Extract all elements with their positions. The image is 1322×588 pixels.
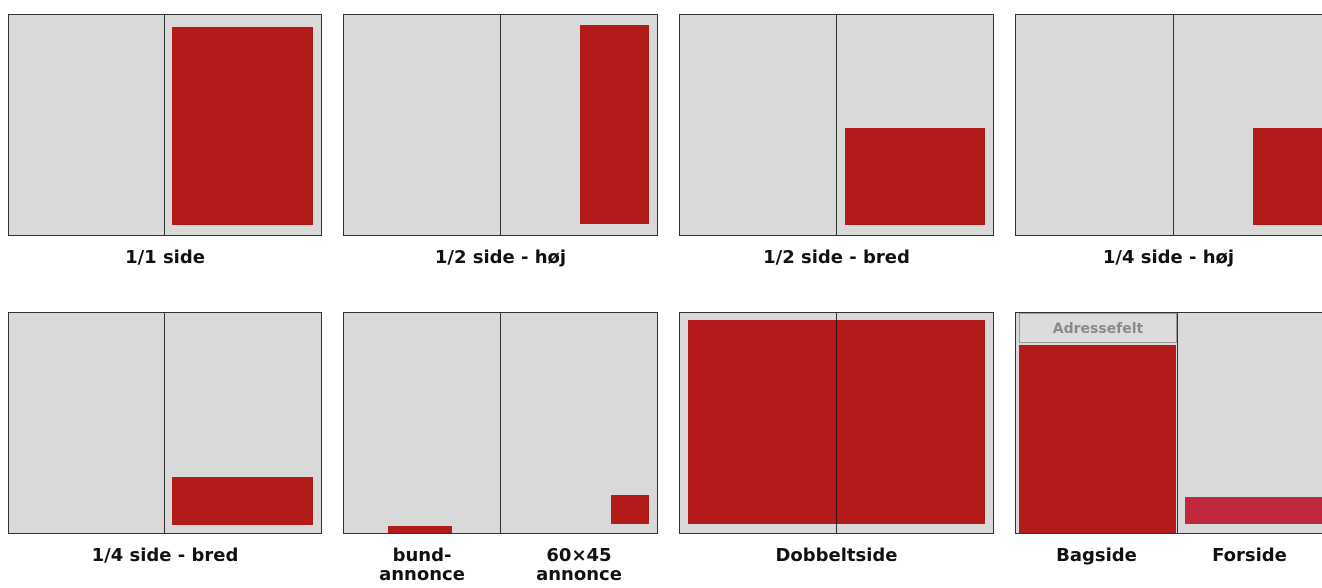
page-left — [1015, 14, 1174, 236]
ad-front-strip — [1185, 497, 1322, 524]
label-back-page: Bagside — [1056, 545, 1137, 566]
label-front-page: Forside — [1212, 545, 1287, 566]
page-left — [343, 312, 501, 534]
label-quarter-wide: 1/4 side - bred — [91, 545, 239, 566]
address-field: Adressefelt — [1019, 313, 1177, 343]
ad-half-wide — [845, 128, 985, 225]
label-half-tall: 1/2 side - høj — [434, 247, 567, 268]
page-left — [343, 14, 501, 236]
ad-back-page — [1019, 345, 1176, 533]
spine-line — [836, 320, 837, 524]
ad-quarter-tall — [1253, 128, 1322, 225]
ad-quarter-wide — [172, 477, 313, 525]
label-size-ad: 60×45 annonce — [536, 545, 622, 585]
label-full-page: 1/1 side — [125, 247, 205, 268]
label-double-page: Dobbeltside — [775, 545, 898, 566]
ad-half-tall — [580, 25, 649, 224]
label-half-wide: 1/2 side - bred — [763, 247, 910, 268]
page-left — [8, 14, 165, 236]
ad-bottom-strip — [388, 526, 452, 533]
page-left — [8, 312, 165, 534]
ad-60x45 — [611, 495, 649, 524]
label-quarter-tall: 1/4 side - høj — [1102, 247, 1235, 268]
label-bottom-ad: bund- annonce — [379, 545, 465, 585]
page-left — [679, 14, 837, 236]
ad-full-page — [172, 27, 313, 225]
